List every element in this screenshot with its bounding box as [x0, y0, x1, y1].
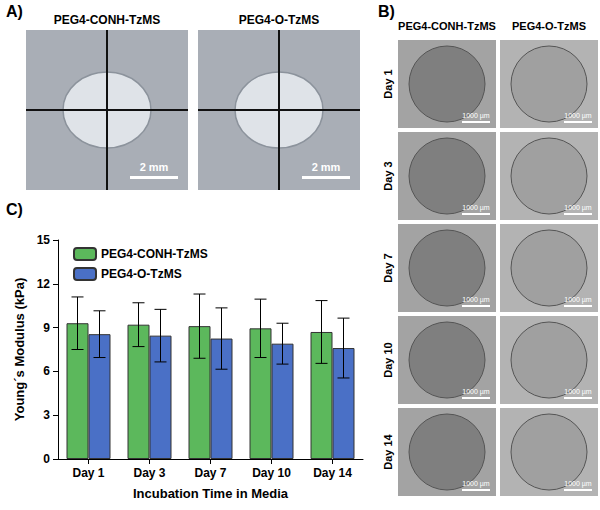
svg-text:Day 1: Day 1	[382, 69, 394, 98]
svg-text:PEG4-CONH-TzMS: PEG4-CONH-TzMS	[101, 247, 208, 261]
svg-text:3: 3	[43, 408, 50, 422]
svg-text:6: 6	[43, 364, 50, 378]
svg-text:Day 10: Day 10	[382, 342, 394, 377]
svg-text:Day 14: Day 14	[382, 433, 394, 469]
svg-text:15: 15	[37, 233, 51, 247]
svg-text:PEG4-O-TzMS: PEG4-O-TzMS	[101, 267, 182, 281]
svg-text:2 mm: 2 mm	[140, 161, 169, 173]
svg-text:Day 3: Day 3	[133, 466, 165, 480]
svg-text:PEG4-CONH-TzMS: PEG4-CONH-TzMS	[54, 13, 161, 27]
svg-text:PEG4-O-TzMS: PEG4-O-TzMS	[239, 13, 320, 27]
svg-text:1000 µm: 1000 µm	[462, 388, 490, 396]
svg-text:PEG4-CONH-TzMS: PEG4-CONH-TzMS	[398, 20, 496, 32]
svg-text:B): B)	[378, 3, 395, 20]
svg-text:Young´s Modulus (kPa): Young´s Modulus (kPa)	[12, 278, 27, 421]
svg-text:1000 µm: 1000 µm	[564, 480, 592, 488]
svg-text:Day 14: Day 14	[313, 466, 352, 480]
svg-text:2 mm: 2 mm	[312, 161, 341, 173]
svg-text:1000 µm: 1000 µm	[462, 204, 490, 212]
svg-text:1000 µm: 1000 µm	[564, 296, 592, 304]
svg-text:Day 7: Day 7	[194, 466, 226, 480]
svg-text:Day 3: Day 3	[382, 161, 394, 190]
svg-text:Day 10: Day 10	[252, 466, 291, 480]
svg-text:C): C)	[6, 201, 23, 218]
svg-text:1000 µm: 1000 µm	[462, 480, 490, 488]
svg-text:1000 µm: 1000 µm	[462, 296, 490, 304]
svg-text:0: 0	[43, 452, 50, 466]
svg-text:12: 12	[37, 277, 51, 291]
svg-text:Day 7: Day 7	[382, 253, 394, 282]
svg-text:1000 µm: 1000 µm	[564, 204, 592, 212]
svg-text:A): A)	[6, 3, 23, 20]
svg-text:Day 1: Day 1	[72, 466, 104, 480]
svg-text:1000 µm: 1000 µm	[564, 112, 592, 120]
svg-text:1000 µm: 1000 µm	[564, 388, 592, 396]
svg-text:1000 µm: 1000 µm	[462, 112, 490, 120]
svg-text:PEG4-O-TzMS: PEG4-O-TzMS	[512, 20, 586, 32]
svg-text:Incubation Time in Media: Incubation Time in Media	[133, 486, 289, 501]
svg-text:9: 9	[43, 321, 50, 335]
